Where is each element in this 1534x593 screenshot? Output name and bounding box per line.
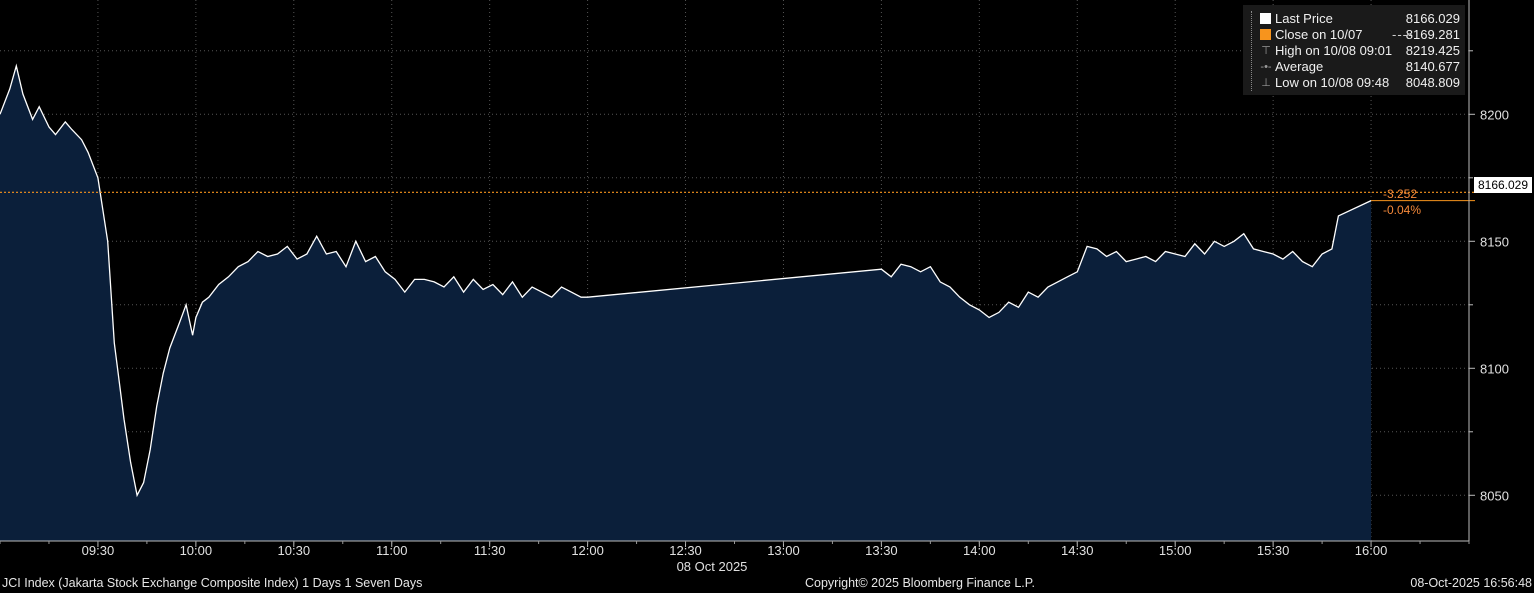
footer-timestamp: 08-Oct-2025 16:56:48 <box>1410 576 1532 590</box>
price-line <box>0 63 1372 498</box>
x-tick-label: 11:00 <box>376 543 408 558</box>
x-tick-label: 10:00 <box>180 543 213 558</box>
x-tick-label: 11:30 <box>474 543 506 558</box>
x-tick-label: 10:30 <box>278 543 311 558</box>
legend-item-low[interactable]: ⊥ Low on 10/08 09:48 8048.809 <box>1243 75 1465 91</box>
square-icon <box>1260 13 1271 24</box>
x-tick-label: 14:30 <box>1061 543 1094 558</box>
legend-item-high[interactable]: ⊤ High on 10/08 09:01 8219.425 <box>1243 43 1465 59</box>
footer-security-description: JCI Index (Jakarta Stock Exchange Compos… <box>2 576 423 590</box>
high-icon: ⊤ <box>1261 45 1271 57</box>
legend-tree-line <box>1251 11 1253 91</box>
x-tick-label: 13:30 <box>865 543 898 558</box>
x-tick-label: 16:00 <box>1355 543 1388 558</box>
average-icon: -•- <box>1260 61 1272 73</box>
x-tick-label: 13:00 <box>767 543 800 558</box>
x-tick-label: 09:30 <box>82 543 115 558</box>
y-tick-label: 8050 <box>1480 488 1509 503</box>
date-label: 08 Oct 2025 <box>677 559 748 574</box>
x-tick-label: 15:30 <box>1257 543 1290 558</box>
y-tick-label: 8200 <box>1480 107 1509 122</box>
y-tick-label: 8100 <box>1480 361 1509 376</box>
legend[interactable]: Last Price 8166.029 Close on 10/07 ---- … <box>1243 5 1465 95</box>
change-percent: -0.04% <box>1383 203 1422 217</box>
last-price-tag: 8166.029 <box>1474 177 1532 193</box>
legend-item-close[interactable]: Close on 10/07 ---- 8169.281 <box>1243 27 1465 43</box>
x-tick-label: 12:00 <box>571 543 604 558</box>
x-axis-ticks: 09:30 10:00 10:30 11:00 11:30 12:00 12:30 13:00… <box>0 541 1470 558</box>
square-icon <box>1260 29 1271 40</box>
footer-copyright: Copyright© 2025 Bloomberg Finance L.P. <box>805 576 1035 590</box>
x-tick-label: 15:00 <box>1159 543 1192 558</box>
y-axis-ticks: 8050 8100 8150 8200 <box>1469 50 1509 503</box>
legend-item-average[interactable]: -•- Average 8140.677 <box>1260 59 1460 74</box>
legend-item-last-price[interactable]: Last Price 8166.029 <box>1243 11 1465 27</box>
x-tick-label: 12:30 <box>669 543 702 558</box>
y-tick-label: 8150 <box>1480 234 1509 249</box>
change-absolute: -3.252 <box>1383 187 1418 201</box>
price-area <box>0 66 1372 541</box>
low-icon: ⊥ <box>1261 77 1271 89</box>
x-tick-label: 14:00 <box>963 543 996 558</box>
